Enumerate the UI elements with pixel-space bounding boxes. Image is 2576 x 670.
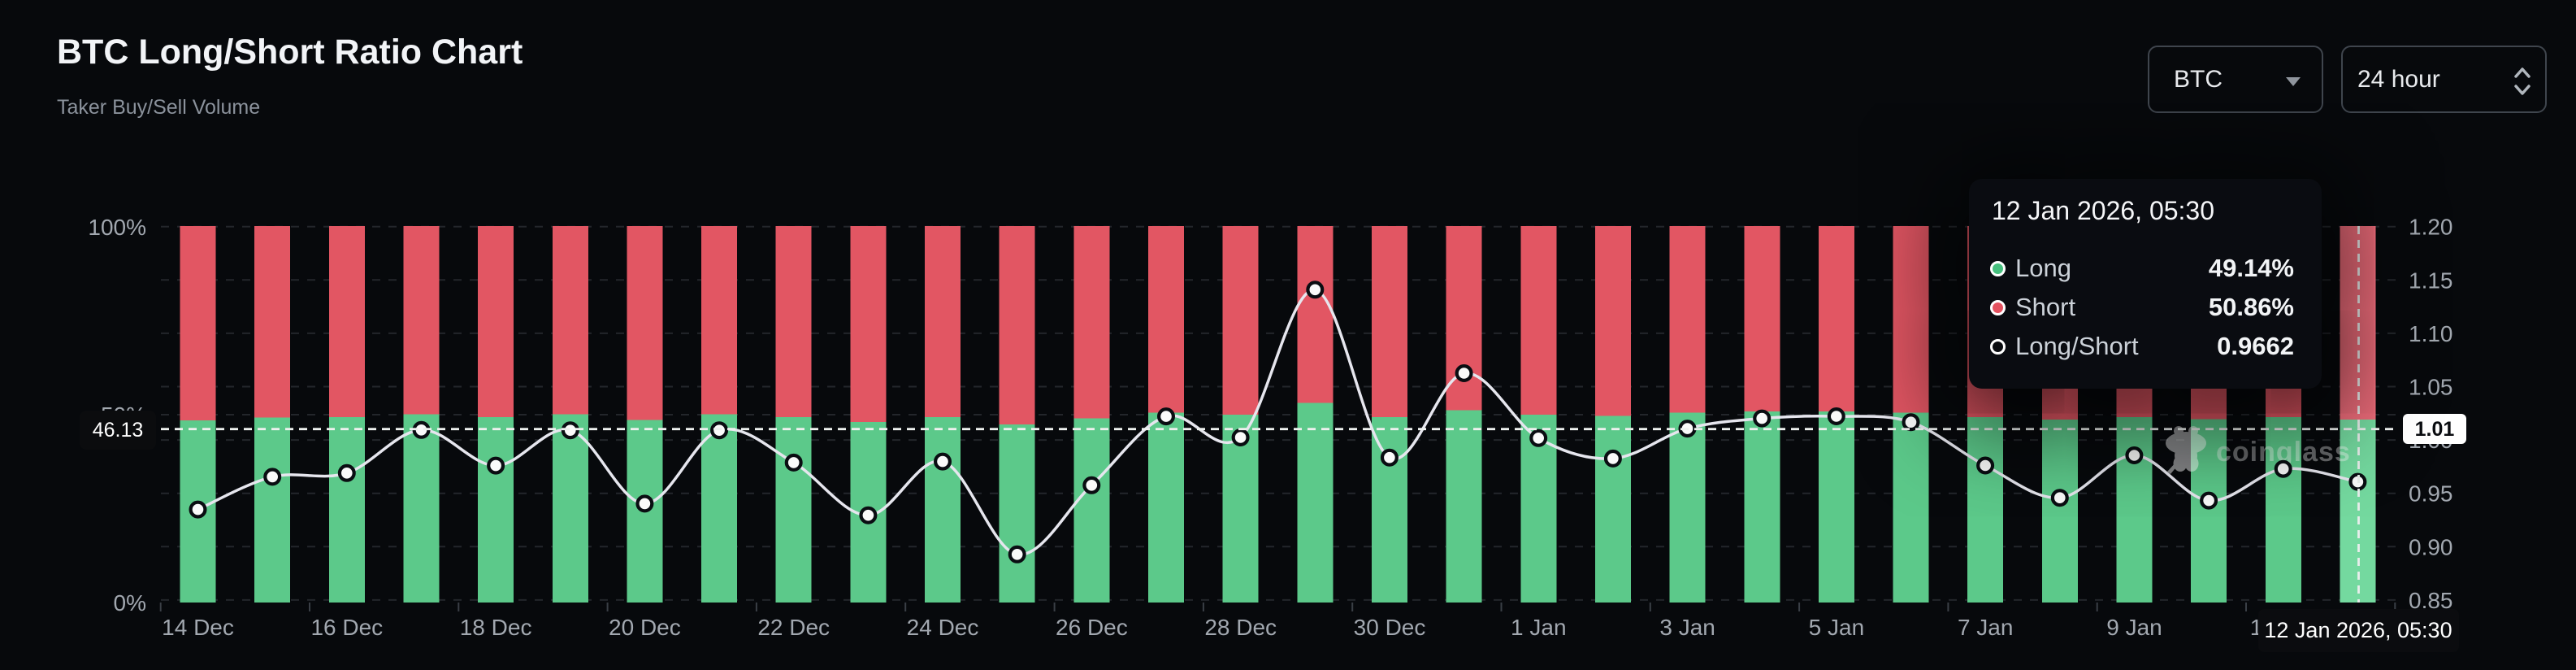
svg-text:14 Dec: 14 Dec bbox=[162, 615, 234, 640]
svg-text:46.13: 46.13 bbox=[93, 419, 144, 442]
svg-text:100%: 100% bbox=[88, 215, 146, 240]
svg-text:1 Jan: 1 Jan bbox=[1511, 615, 1567, 640]
svg-text:9 Jan: 9 Jan bbox=[2106, 615, 2162, 640]
svg-text:18 Dec: 18 Dec bbox=[460, 615, 532, 640]
svg-text:1.05: 1.05 bbox=[2409, 375, 2453, 400]
svg-text:5 Jan: 5 Jan bbox=[1809, 615, 1865, 640]
svg-text:0.85: 0.85 bbox=[2409, 588, 2453, 613]
svg-text:0.95: 0.95 bbox=[2409, 481, 2453, 507]
svg-text:1.01: 1.01 bbox=[2415, 418, 2455, 441]
svg-text:0%: 0% bbox=[114, 590, 146, 616]
svg-text:20 Dec: 20 Dec bbox=[609, 615, 681, 640]
svg-text:0.90: 0.90 bbox=[2409, 534, 2453, 559]
svg-text:22 Dec: 22 Dec bbox=[757, 615, 830, 640]
svg-text:12 Jan 2026, 05:30: 12 Jan 2026, 05:30 bbox=[2264, 618, 2452, 642]
svg-text:1.10: 1.10 bbox=[2409, 321, 2453, 346]
svg-text:28 Dec: 28 Dec bbox=[1204, 615, 1277, 640]
svg-text:26 Dec: 26 Dec bbox=[1056, 615, 1128, 640]
svg-text:7 Jan: 7 Jan bbox=[1958, 615, 2014, 640]
svg-text:3 Jan: 3 Jan bbox=[1659, 615, 1715, 640]
svg-text:30 Dec: 30 Dec bbox=[1354, 615, 1426, 640]
svg-text:24 Dec: 24 Dec bbox=[907, 615, 979, 640]
svg-text:1.15: 1.15 bbox=[2409, 268, 2453, 293]
svg-text:16 Dec: 16 Dec bbox=[310, 615, 383, 640]
svg-text:1.20: 1.20 bbox=[2409, 215, 2453, 240]
